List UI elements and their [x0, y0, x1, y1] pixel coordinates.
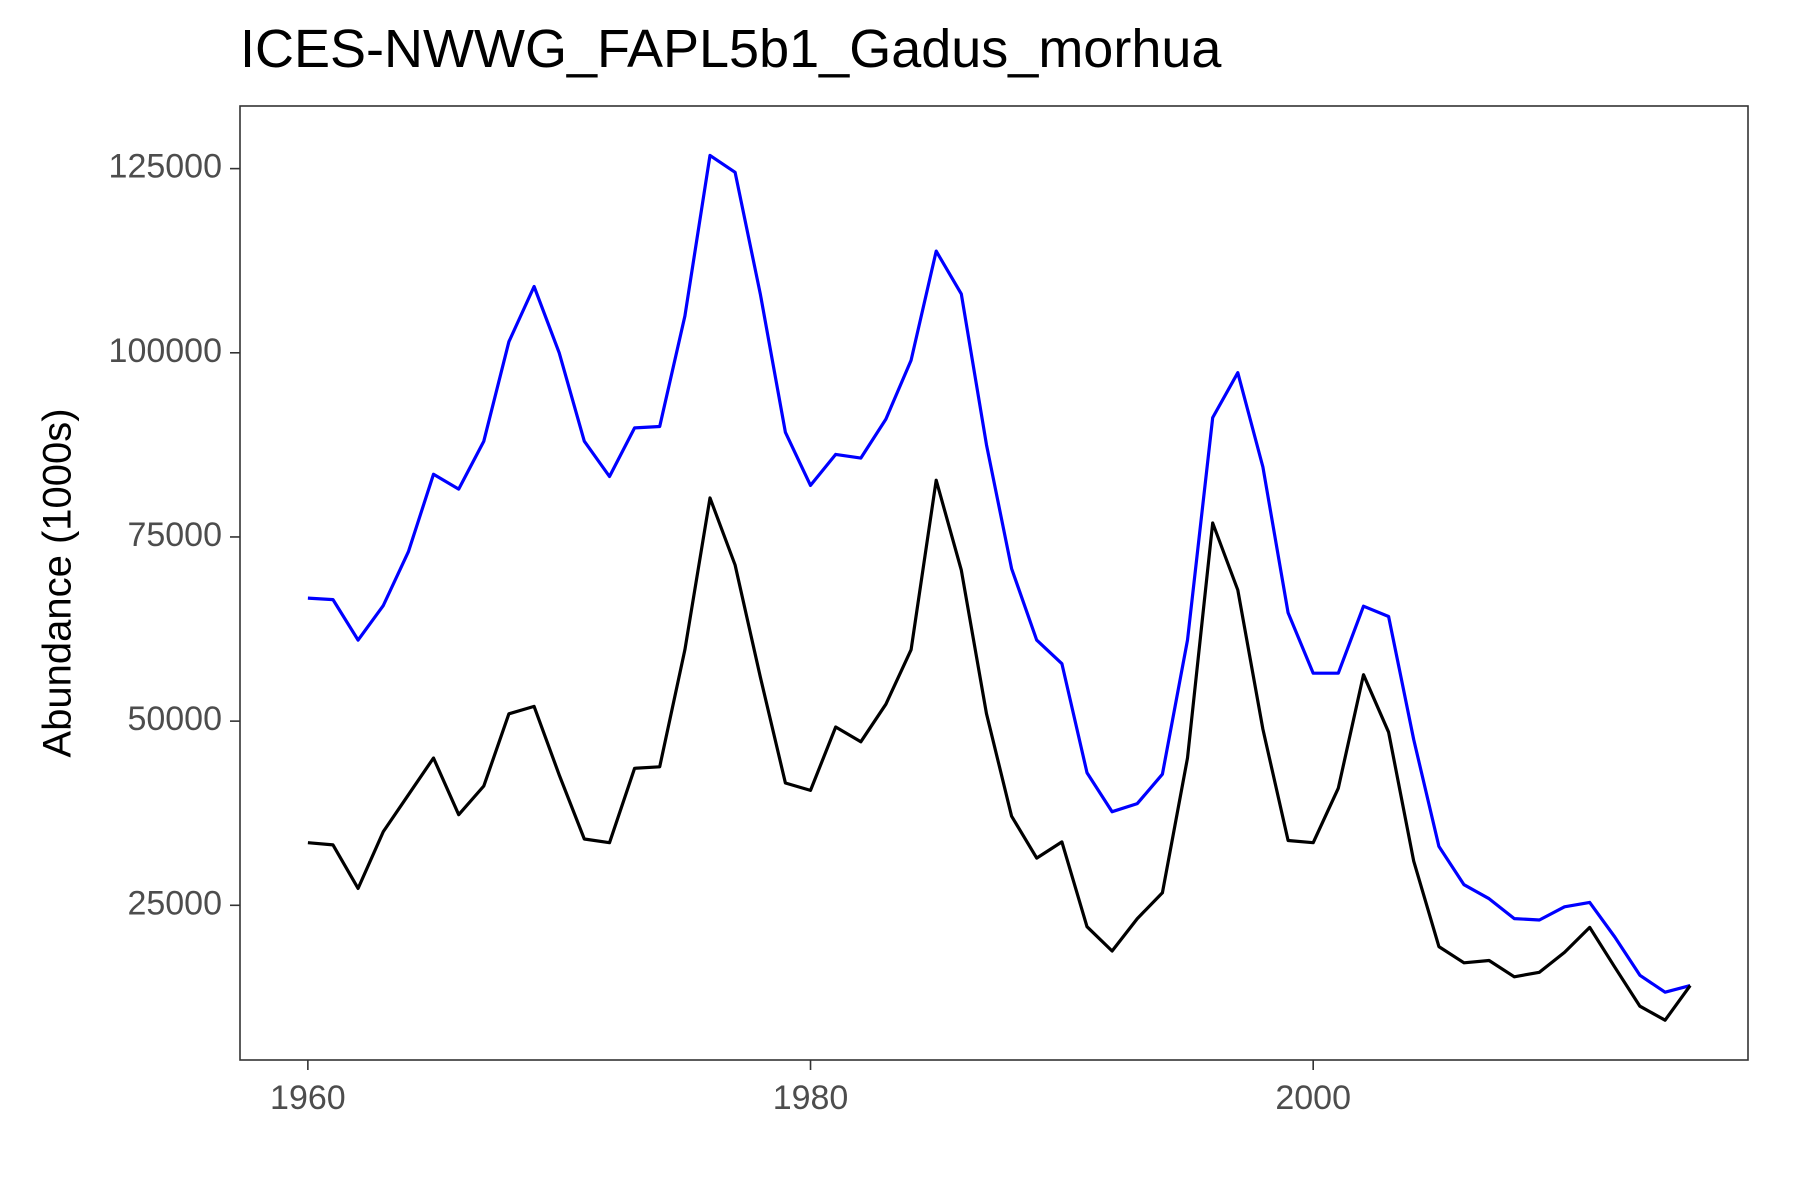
chart-title: ICES-NWWG_FAPL5b1_Gadus_morhua: [240, 19, 1222, 79]
y-tick-label: 125000: [109, 148, 222, 186]
x-tick-label: 2000: [1275, 1079, 1351, 1117]
series-lines: [307, 153, 1692, 1022]
x-tick-label: 1980: [773, 1079, 849, 1117]
x-tick-label: 1960: [270, 1079, 346, 1117]
series-line-2: [307, 478, 1692, 1022]
plot-panel: [239, 105, 1749, 1061]
y-tick-label: 50000: [127, 700, 222, 738]
y-tick-label: 100000: [109, 332, 222, 370]
y-tick-label: 25000: [127, 884, 222, 922]
series-line-1: [307, 153, 1691, 994]
y-axis: 25000 50000 75000 100000 125000: [109, 148, 240, 922]
x-axis: 1960 1980 2000: [270, 1060, 1351, 1117]
y-axis-title: Abundance (1000s): [36, 408, 80, 757]
y-tick-label: 75000: [127, 516, 222, 554]
